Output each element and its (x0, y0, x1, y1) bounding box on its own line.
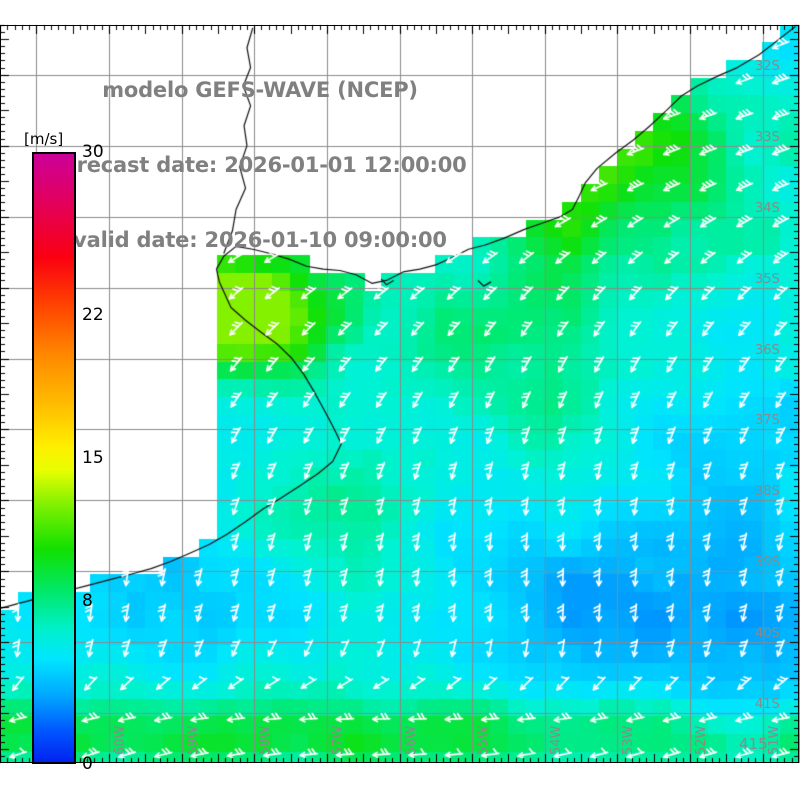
lon-tick-54W: 54W (548, 725, 564, 755)
lon-tick-55W: 55W (476, 725, 492, 755)
colorbar-tick-22: 22 (82, 305, 104, 326)
colorbar-tick-0: 0 (82, 754, 93, 774)
colorbar-gradient (32, 152, 76, 764)
lat-tick-35S: 35S (755, 271, 780, 287)
lat-tick-39S: 39S (755, 555, 780, 571)
lon-tick-56W: 56W (403, 725, 419, 755)
colorbar-tick-8: 8 (82, 590, 93, 611)
lon-tick-52W: 52W (694, 725, 710, 755)
valid-date: valid date: 2026-01-10 09:00:00 (73, 228, 447, 252)
lat-tick-41S: 41S (755, 697, 780, 713)
lat-tick-32S: 32S (755, 58, 780, 74)
lat-tick-37S: 37S (755, 413, 780, 429)
lon-tick-51W: 51W (766, 725, 782, 755)
lat-tick-36S: 36S (755, 342, 780, 358)
corner-label: 415 (739, 735, 768, 753)
lat-tick-33S: 33S (755, 129, 780, 145)
lon-tick-58W: 58W (258, 725, 274, 755)
title-block: modelo GEFS-WAVE (NCEP) forecast date: 2… (0, 28, 520, 303)
model-title: modelo GEFS-WAVE (NCEP) (102, 78, 418, 102)
lat-tick-34S: 34S (755, 200, 780, 216)
colorbar-tick-15: 15 (82, 448, 104, 468)
forecast-date: forecast date: 2026-01-01 12:00:00 (53, 153, 467, 177)
lat-tick-38S: 38S (755, 484, 780, 500)
lon-tick-57W: 57W (330, 725, 346, 755)
lon-tick-59W: 59W (185, 725, 201, 755)
colorbar-tick-30: 30 (82, 142, 104, 162)
lat-tick-40S: 40S (755, 626, 780, 642)
colorbar[interactable] (32, 152, 76, 764)
colorbar-unit-label: [m/s] (24, 130, 64, 148)
lon-tick-53W: 53W (621, 725, 637, 755)
lon-tick-60W: 60W (112, 725, 128, 755)
